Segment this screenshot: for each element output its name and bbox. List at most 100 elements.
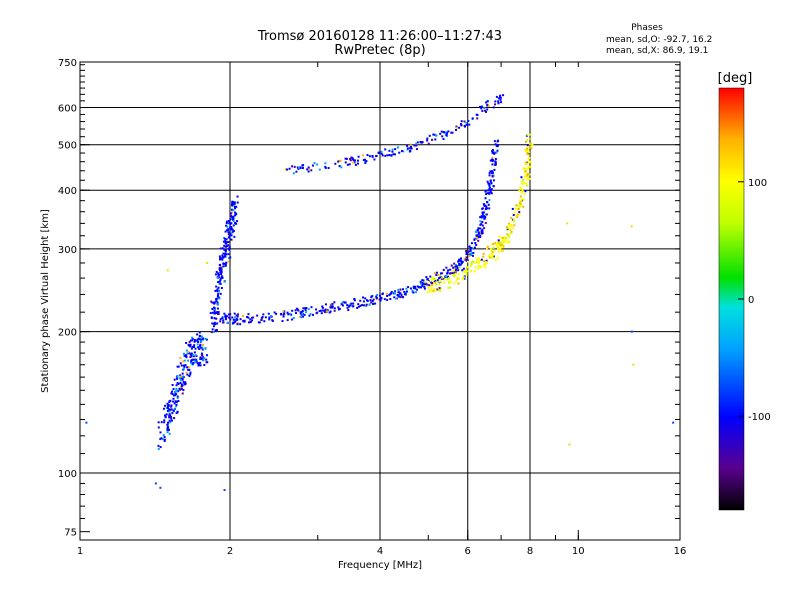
data-point [405,287,408,290]
data-point [333,307,336,310]
data-point [347,308,350,311]
data-point [375,154,378,157]
data-point [409,143,412,146]
data-point [233,312,236,315]
data-point [163,421,166,424]
data-point [397,291,400,294]
data-point [402,150,405,153]
data-point [295,170,298,173]
data-point [192,354,195,357]
data-point [232,321,235,324]
data-point [189,339,192,342]
data-point [489,180,492,183]
data-point [498,235,501,238]
data-point [233,205,236,208]
data-point [301,310,304,313]
data-point [454,265,457,268]
data-point [479,220,482,223]
data-point [458,262,461,265]
data-point [324,166,327,169]
data-point [465,251,468,254]
data-point [421,281,424,284]
data-point [459,123,462,126]
x-tick-label: 4 [377,546,383,557]
x-tick-label: 8 [527,546,533,557]
data-point [488,256,491,259]
data-point [180,377,183,380]
data-point [518,205,521,208]
grid-lines [80,62,680,540]
data-point [494,258,497,261]
data-point [495,95,498,98]
data-point [202,359,205,362]
data-point [508,241,511,244]
data-point [402,288,405,291]
data-point [465,271,468,274]
data-point [479,259,482,262]
data-point [168,413,171,416]
data-point [219,279,222,282]
data-point [286,168,289,171]
data-point [419,280,422,283]
data-point [434,134,437,137]
data-point [451,272,454,275]
data-point [489,256,492,259]
data-point [194,360,197,363]
data-point [472,251,475,254]
data-point [390,290,393,293]
data-point [268,316,271,319]
data-point [236,201,239,204]
data-point [474,261,477,264]
data-point [468,123,471,126]
data-point [483,227,486,230]
data-point [496,256,499,259]
data-point [354,163,357,166]
data-point [232,200,235,203]
data-point [227,253,230,256]
data-point [160,421,163,424]
data-point [154,482,157,485]
data-point [423,285,426,288]
data-point [479,216,482,219]
data-point [439,272,442,275]
data-point [325,310,328,313]
data-point [523,175,526,178]
data-point [519,195,522,198]
data-point [511,207,514,210]
data-point [471,254,474,257]
data-point [237,313,240,316]
data-point [630,330,633,333]
data-point [215,300,218,303]
data-point [495,244,498,247]
data-point [485,261,488,264]
data-point [201,346,204,349]
data-point [630,225,633,228]
data-point [173,390,176,393]
data-point [515,207,518,210]
data-point [427,142,430,145]
data-point [398,151,401,154]
data-point [286,311,289,314]
data-point [371,299,374,302]
data-point [523,171,526,174]
data-point [199,346,202,349]
data-point [520,203,523,206]
data-point [433,282,436,285]
data-point [299,166,302,169]
data-point [466,251,469,254]
data-point [224,316,227,319]
data-point [500,244,503,247]
data-point [239,323,242,326]
data-point [487,203,490,206]
data-point [516,216,519,219]
data-point [232,318,235,321]
data-point [413,144,416,147]
data-point [179,388,182,391]
data-point [384,154,387,157]
data-point [370,301,373,304]
data-point [366,154,369,157]
data-point [409,149,412,152]
data-point [172,410,175,413]
data-point [483,107,486,110]
data-point [321,309,324,312]
